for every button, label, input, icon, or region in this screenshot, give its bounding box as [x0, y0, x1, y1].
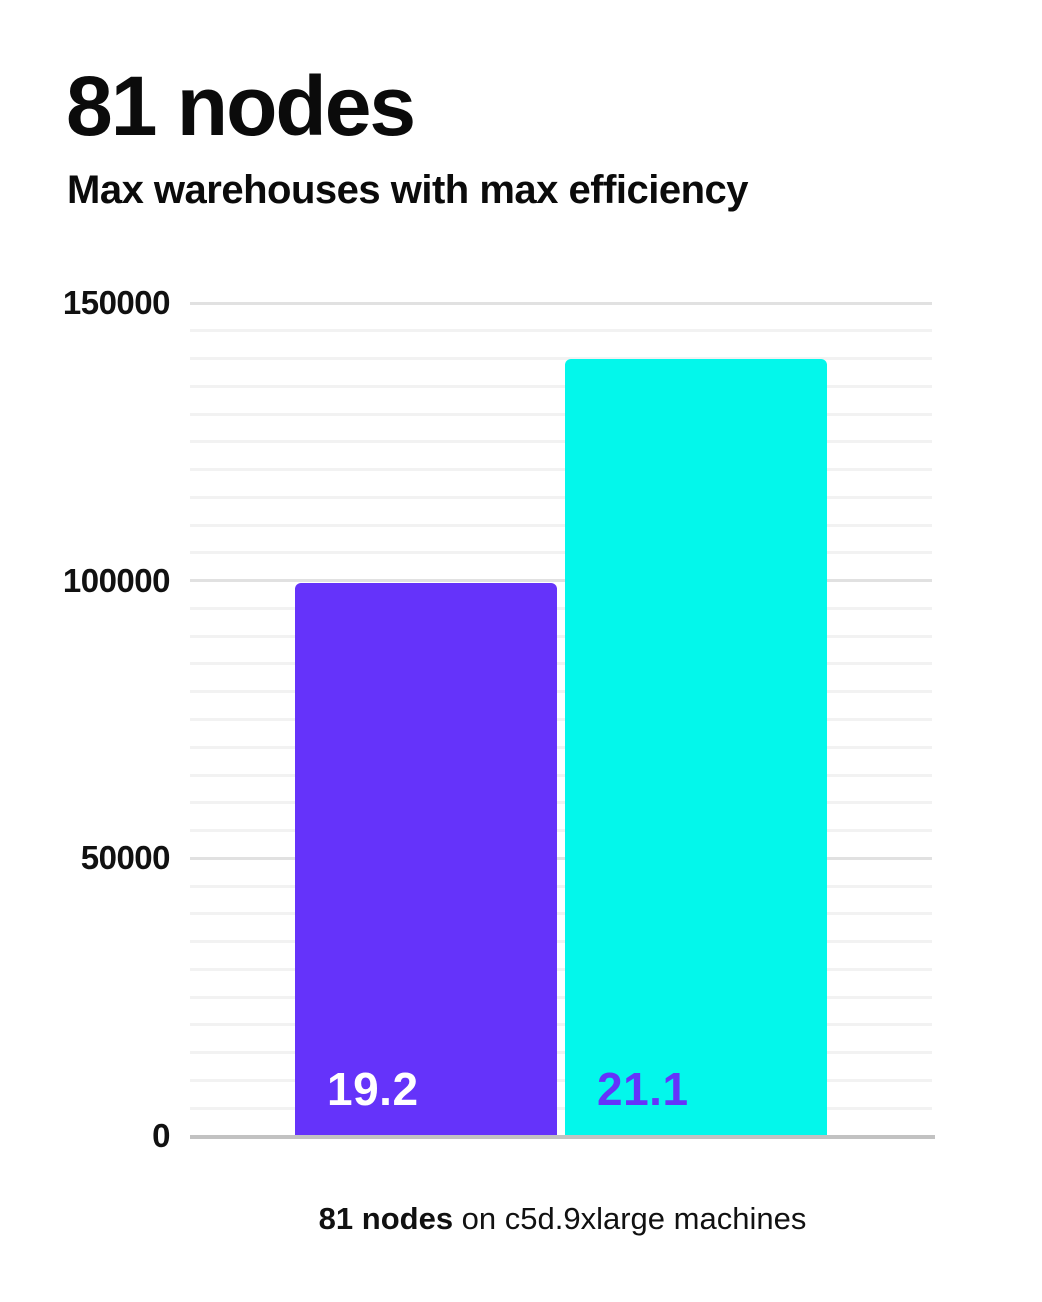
chart-subtitle: Max warehouses with max efficiency	[67, 168, 749, 212]
gridline-minor	[190, 412, 932, 416]
y-axis-label: 150000	[62, 284, 171, 321]
bar-21.1: 21.1	[565, 358, 827, 1138]
gridline-minor	[190, 773, 932, 777]
gridline-minor	[190, 606, 932, 610]
gridline-minor	[190, 995, 932, 999]
plot-area: 0 50000 100000 150000 19.2 21.1	[62, 284, 935, 1154]
gridline-minor	[190, 884, 932, 888]
gridline-minor	[190, 468, 932, 472]
gridline-minor	[190, 551, 932, 555]
x-axis-line	[190, 1134, 935, 1139]
gridline-minor	[190, 690, 932, 694]
gridline-minor	[190, 634, 932, 638]
y-axis-label: 100000	[62, 561, 171, 599]
bar-value-label: 21.1	[597, 1062, 689, 1115]
gridline-minor	[190, 1106, 932, 1110]
gridline-minor	[190, 1051, 932, 1055]
gridline-major	[190, 301, 932, 305]
gridline-major	[190, 579, 932, 583]
gridline-major	[190, 856, 932, 860]
gridline-minor	[190, 967, 932, 971]
gridline-minor	[190, 718, 932, 721]
gridline-minor	[190, 745, 932, 749]
caption-rest: on c5d.9xlarge machines	[453, 1201, 807, 1236]
bar-value-label: 19.2	[327, 1062, 419, 1115]
gridline-minor	[190, 1023, 932, 1027]
gridline-minor	[190, 829, 932, 833]
caption: 81 nodes on c5d.9xlarge machines	[190, 1198, 935, 1240]
chart-title: 81 nodes	[66, 59, 416, 153]
gridline-minor	[190, 662, 932, 666]
gridline-minor	[190, 384, 932, 388]
gridline-minor	[190, 440, 932, 444]
bar-19.2: 19.2	[295, 583, 557, 1138]
gridline-minor	[190, 912, 932, 916]
chart-card: 81 nodes Max warehouses with max efficie…	[62, 59, 935, 1240]
gridline-minor	[190, 801, 932, 805]
gridline-minor	[190, 1078, 932, 1082]
gridline-minor	[190, 329, 932, 333]
y-axis-label: 50000	[80, 839, 171, 877]
gridline-minor	[190, 523, 932, 527]
gridline-minor	[190, 495, 932, 499]
caption-bold: 81 nodes	[318, 1201, 454, 1236]
y-axis-label: 0	[152, 1117, 170, 1154]
gridline-minor	[190, 357, 932, 361]
gridline-minor	[190, 940, 932, 944]
